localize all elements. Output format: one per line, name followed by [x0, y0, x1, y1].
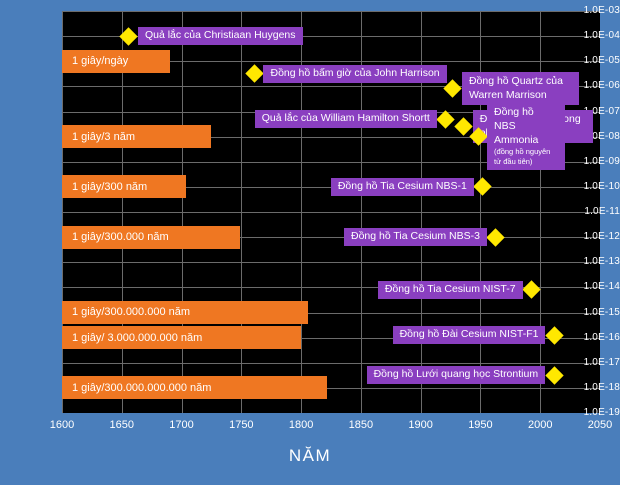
- data-point-callout: Đồng hồ Tia Cesium NBS-3: [343, 228, 487, 247]
- y-axis-tick-label: 1.0E-15: [583, 306, 620, 318]
- data-point-callout: Đồng hồ Lưới quang học Strontium: [366, 366, 546, 385]
- data-point-callout-label: Quả lắc của William Hamilton Shortt: [261, 112, 430, 125]
- x-axis-tick-label: 1650: [109, 419, 134, 431]
- data-point-callout-label: Đồng hồ bấm giờ của John Harrison: [270, 66, 440, 79]
- x-axis-tick-label: 1700: [169, 419, 194, 431]
- y-axis-tick-label: 1.0E-18: [583, 381, 620, 393]
- x-axis-tick-label: 1750: [229, 419, 254, 431]
- data-point-callout-label: Đồng hồ Đài Cesium NIST-F1: [399, 328, 539, 341]
- data-point-callout-sublabel: (đồng hồ nguyên tử đầu tiên): [494, 147, 551, 167]
- data-point-callout: Quả lắc của William Hamilton Shortt: [254, 110, 437, 129]
- data-point-callout-label: Đồng hồ Lưới quang học Strontium: [373, 368, 539, 381]
- data-point-callout-label: Đồng hồ NBS Ammonia: [494, 106, 539, 147]
- data-point-callout-label: Đồng hồ Quartz của Warren Marrison: [468, 75, 563, 102]
- data-point-callout-label: Đồng hồ Tia Cesium NBS-1: [337, 179, 467, 192]
- gridline-horizontal: [62, 337, 600, 339]
- accuracy-bar: 1 giây/300 năm: [62, 175, 187, 199]
- gridline-horizontal: [62, 387, 600, 389]
- gridline-horizontal: [62, 362, 600, 364]
- accuracy-bar-label: 1 giây/300.000.000 năm: [72, 306, 191, 319]
- accuracy-bar-label: 1 giây/ 3.000.000.000 năm: [72, 331, 203, 344]
- y-axis-tick-label: 1.0E-17: [583, 356, 620, 368]
- gridline-horizontal: [62, 237, 600, 239]
- x-axis-tick-label: 2000: [527, 419, 553, 431]
- gridline-horizontal: [62, 86, 600, 88]
- x-axis-tick-label: 1600: [49, 419, 75, 431]
- x-axis-tick-label: 1950: [468, 419, 493, 431]
- gridline-horizontal: [62, 161, 600, 163]
- gridline-horizontal: [62, 312, 600, 314]
- gridline-horizontal: [62, 11, 600, 12]
- x-axis-tick-label: 1850: [348, 419, 374, 431]
- data-point-callout: Đồng hồ Quartz của Warren Marrison: [461, 72, 580, 106]
- accuracy-bar: 1 giây/300.000.000.000 năm: [62, 376, 328, 400]
- gridline-horizontal: [62, 287, 600, 289]
- x-axis-title: NĂM: [288, 446, 332, 465]
- data-point-callout-label: Đồng hồ Tia Cesium NBS-3: [350, 230, 480, 243]
- accuracy-bar: 1 giây/ngày: [62, 49, 170, 73]
- y-axis-tick-label: 1.0E-09: [583, 155, 620, 167]
- accuracy-bar-label: 1 giây/3 năm: [72, 130, 135, 143]
- y-axis-tick-label: 1.0E-16: [583, 331, 620, 343]
- gridline-horizontal: [62, 212, 600, 213]
- y-axis-tick-label: 1.0E-14: [583, 281, 620, 293]
- y-axis-tick-label: 1.0E-03: [583, 5, 620, 16]
- data-point-callout: Đồng hồ NBS Ammonia (đồng hồ nguyên tử đầ…: [487, 103, 565, 171]
- gridline-horizontal: [62, 262, 600, 264]
- gridline-horizontal: [62, 61, 600, 63]
- y-axis-tick-label: 1.0E-19: [583, 407, 620, 418]
- data-point-callout: Đồng hồ Đài Cesium NIST-F1: [392, 326, 546, 345]
- x-axis-tick-label: 1800: [288, 419, 314, 431]
- x-axis-tick-label: 2050: [587, 419, 613, 431]
- accuracy-bar-label: 1 giây/300 năm: [72, 180, 148, 193]
- data-point-callout-label: Đồng hồ Tia Cesium NIST-7: [384, 282, 516, 295]
- accuracy-bar: 1 giây/300.000.000 năm: [62, 300, 309, 325]
- data-point-callout: Quả lắc của Christiaan Huygens: [137, 27, 303, 46]
- accuracy-bar: 1 giây/ 3.000.000.000 năm: [62, 326, 302, 350]
- data-point-callout: Đồng hồ Tia Cesium NBS-1: [330, 177, 474, 196]
- y-axis-tick-label: 1.0E-08: [583, 130, 620, 142]
- accuracy-bar: 1 giây/300.000 năm: [62, 225, 241, 249]
- accuracy-bar-label: 1 giây/ngày: [72, 55, 129, 68]
- y-axis-tick-label: 1.0E-10: [583, 180, 620, 192]
- y-axis-tick-label: 1.0E-06: [583, 80, 620, 92]
- y-axis-tick-label: 1.0E-04: [583, 30, 620, 42]
- y-axis-tick-label: 1.0E-12: [583, 231, 620, 243]
- accuracy-bar-label: 1 giây/300.000.000.000 năm: [72, 381, 212, 394]
- gridline-horizontal: [62, 36, 600, 38]
- x-axis-tick-label: 1900: [408, 419, 433, 431]
- gridline-horizontal: [62, 136, 600, 138]
- accuracy-bar-label: 1 giây/300.000 năm: [72, 231, 169, 244]
- data-point-callout: Đồng hồ Tia Cesium NIST-7: [377, 280, 523, 299]
- y-axis-tick-label: 1.0E-07: [583, 105, 620, 117]
- data-point-callout: Đồng hồ bấm giờ của John Harrison: [263, 64, 447, 83]
- accuracy-bar: 1 giây/3 năm: [62, 125, 212, 149]
- data-point-callout-label: Quả lắc của Christiaan Huygens: [144, 29, 296, 42]
- y-axis-tick-label: 1.0E-11: [584, 206, 620, 217]
- y-axis-tick-label: 1.0E-13: [583, 256, 620, 268]
- y-axis-tick-label: 1.0E-05: [583, 55, 620, 67]
